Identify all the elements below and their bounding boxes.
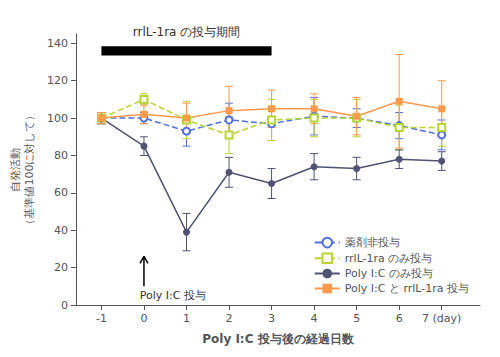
- svg-text:7 (day): 7 (day): [422, 312, 461, 325]
- svg-text:rrlL-1ra のみ投与: rrlL-1ra のみ投与: [345, 252, 433, 265]
- svg-text:80: 80: [54, 149, 68, 162]
- svg-text:120: 120: [47, 74, 68, 87]
- svg-text:Poly I:C 投与後の経過日数: Poly I:C 投与後の経過日数: [202, 332, 354, 346]
- svg-text:-1: -1: [96, 312, 107, 325]
- svg-text:Poly I:C のみ投与: Poly I:C のみ投与: [345, 267, 433, 280]
- svg-text:3: 3: [268, 312, 275, 325]
- svg-text:Poly I:C 投与: Poly I:C 投与: [140, 289, 206, 302]
- svg-text:（基準値100に対して）: （基準値100に対して）: [23, 110, 36, 230]
- svg-text:2: 2: [226, 312, 233, 325]
- svg-text:0: 0: [61, 299, 68, 312]
- svg-text:4: 4: [311, 312, 318, 325]
- svg-text:60: 60: [54, 186, 68, 199]
- svg-text:140: 140: [47, 37, 68, 50]
- svg-text:5: 5: [353, 312, 360, 325]
- svg-text:40: 40: [54, 224, 68, 237]
- svg-text:1: 1: [183, 312, 190, 325]
- svg-text:自発活動: 自発活動: [9, 148, 22, 192]
- svg-text:6: 6: [396, 312, 403, 325]
- svg-text:rrlL-1ra の投与期間: rrlL-1ra の投与期間: [133, 25, 241, 39]
- svg-text:20: 20: [54, 261, 68, 274]
- svg-text:0: 0: [140, 312, 147, 325]
- svg-text:100: 100: [47, 112, 68, 125]
- svg-text:薬剤非投与: 薬剤非投与: [345, 236, 400, 249]
- svg-text:Poly I:C と rrlL-1ra 投与: Poly I:C と rrlL-1ra 投与: [345, 282, 469, 295]
